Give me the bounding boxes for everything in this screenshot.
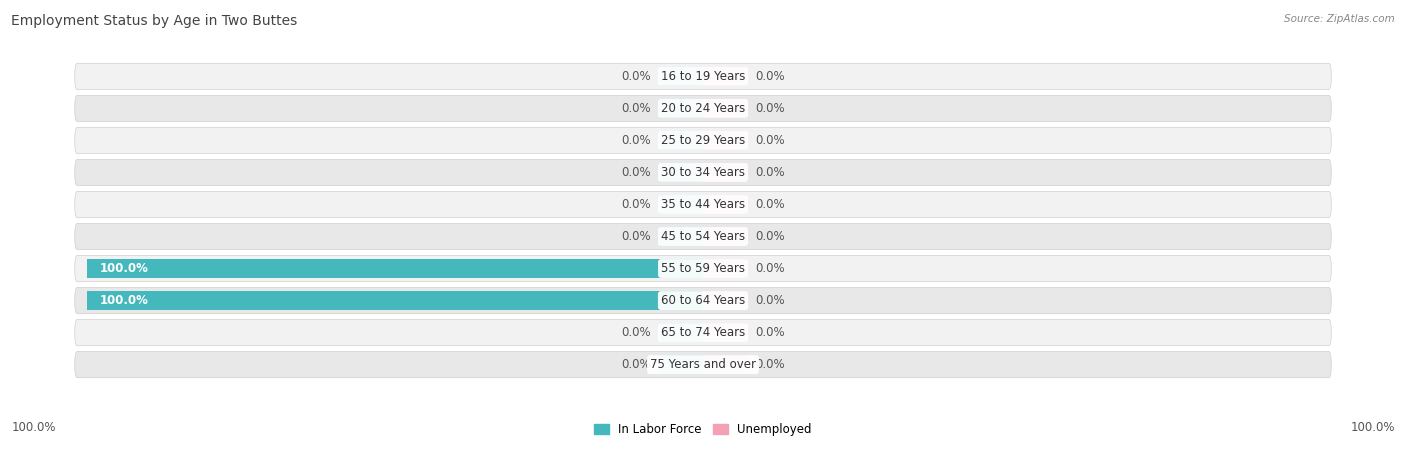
- Bar: [703, 227, 747, 246]
- Bar: [87, 259, 703, 278]
- Bar: [659, 227, 703, 246]
- Text: 75 Years and over: 75 Years and over: [650, 358, 756, 371]
- Text: 0.0%: 0.0%: [621, 326, 651, 339]
- Bar: [703, 67, 747, 86]
- Text: 16 to 19 Years: 16 to 19 Years: [661, 70, 745, 83]
- Text: 45 to 54 Years: 45 to 54 Years: [661, 230, 745, 243]
- Text: 100.0%: 100.0%: [100, 262, 148, 275]
- Text: 0.0%: 0.0%: [621, 198, 651, 211]
- Bar: [703, 163, 747, 182]
- Text: 0.0%: 0.0%: [621, 230, 651, 243]
- Bar: [659, 163, 703, 182]
- Bar: [659, 99, 703, 118]
- Bar: [659, 356, 703, 374]
- Text: 30 to 34 Years: 30 to 34 Years: [661, 166, 745, 179]
- Bar: [703, 259, 747, 278]
- Text: 100.0%: 100.0%: [100, 294, 148, 307]
- Text: 0.0%: 0.0%: [755, 230, 785, 243]
- Text: 35 to 44 Years: 35 to 44 Years: [661, 198, 745, 211]
- FancyBboxPatch shape: [75, 191, 1331, 218]
- FancyBboxPatch shape: [75, 223, 1331, 250]
- Text: 0.0%: 0.0%: [621, 134, 651, 147]
- Text: 0.0%: 0.0%: [621, 166, 651, 179]
- Text: 0.0%: 0.0%: [755, 134, 785, 147]
- Text: 20 to 24 Years: 20 to 24 Years: [661, 102, 745, 115]
- FancyBboxPatch shape: [75, 288, 1331, 314]
- Text: 60 to 64 Years: 60 to 64 Years: [661, 294, 745, 307]
- Text: 0.0%: 0.0%: [755, 198, 785, 211]
- Bar: [703, 323, 747, 342]
- Legend: In Labor Force, Unemployed: In Labor Force, Unemployed: [589, 418, 817, 441]
- Bar: [703, 291, 747, 310]
- Bar: [703, 356, 747, 374]
- FancyBboxPatch shape: [75, 159, 1331, 185]
- Bar: [87, 291, 703, 310]
- Text: 25 to 29 Years: 25 to 29 Years: [661, 134, 745, 147]
- Text: Source: ZipAtlas.com: Source: ZipAtlas.com: [1284, 14, 1395, 23]
- Text: 0.0%: 0.0%: [755, 262, 785, 275]
- Text: 0.0%: 0.0%: [755, 102, 785, 115]
- Bar: [703, 99, 747, 118]
- Text: 0.0%: 0.0%: [755, 326, 785, 339]
- FancyBboxPatch shape: [75, 127, 1331, 153]
- Bar: [659, 131, 703, 150]
- Text: 100.0%: 100.0%: [11, 421, 56, 434]
- FancyBboxPatch shape: [75, 95, 1331, 122]
- Bar: [659, 67, 703, 86]
- Text: 0.0%: 0.0%: [755, 358, 785, 371]
- Bar: [659, 323, 703, 342]
- Text: 55 to 59 Years: 55 to 59 Years: [661, 262, 745, 275]
- Bar: [703, 131, 747, 150]
- Text: 0.0%: 0.0%: [755, 70, 785, 83]
- Text: Employment Status by Age in Two Buttes: Employment Status by Age in Two Buttes: [11, 14, 298, 27]
- FancyBboxPatch shape: [75, 63, 1331, 90]
- Text: 0.0%: 0.0%: [621, 358, 651, 371]
- FancyBboxPatch shape: [75, 320, 1331, 346]
- Text: 0.0%: 0.0%: [755, 166, 785, 179]
- Text: 65 to 74 Years: 65 to 74 Years: [661, 326, 745, 339]
- Bar: [659, 195, 703, 214]
- Bar: [703, 195, 747, 214]
- FancyBboxPatch shape: [75, 256, 1331, 282]
- FancyBboxPatch shape: [75, 351, 1331, 378]
- Text: 100.0%: 100.0%: [1350, 421, 1395, 434]
- Text: 0.0%: 0.0%: [755, 294, 785, 307]
- Text: 0.0%: 0.0%: [621, 70, 651, 83]
- Text: 0.0%: 0.0%: [621, 102, 651, 115]
